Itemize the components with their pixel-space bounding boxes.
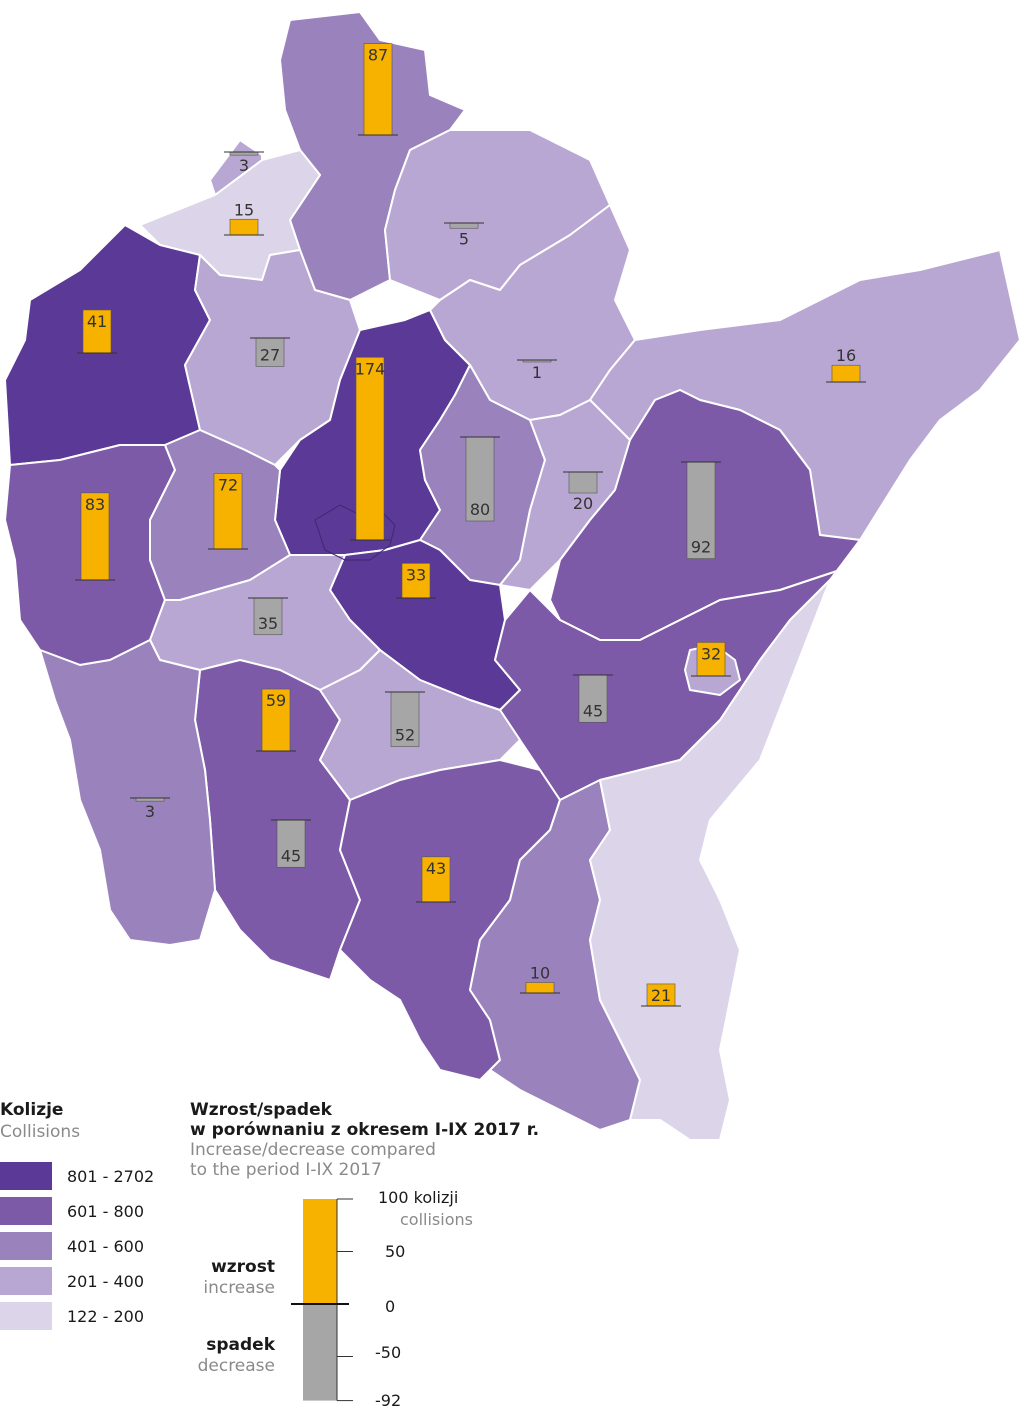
change-bar bbox=[82, 309, 112, 354]
increase-sublabel: increase bbox=[203, 1278, 275, 1298]
change-bar bbox=[578, 674, 608, 723]
scale-tick-minus-92: -92 bbox=[375, 1391, 401, 1409]
change-bar-label: 41 bbox=[87, 312, 107, 331]
change-bar-label: 10 bbox=[530, 964, 550, 983]
district-region-52 bbox=[319, 649, 521, 801]
change-bar-label: 92 bbox=[691, 538, 711, 557]
change-bar-label: 15 bbox=[234, 200, 254, 219]
change-bar-label: 16 bbox=[836, 346, 856, 365]
change-bar-label: 72 bbox=[218, 475, 238, 494]
change-bar-label: 35 bbox=[258, 614, 278, 633]
change-bar bbox=[276, 819, 306, 868]
change-bar-label: 21 bbox=[651, 986, 671, 1005]
legend-swatch bbox=[0, 1197, 52, 1225]
legend-swatch bbox=[0, 1232, 52, 1260]
change-bar-label: 3 bbox=[145, 802, 155, 821]
change-bar-label: 174 bbox=[355, 359, 386, 378]
legend-class-label: 401 - 600 bbox=[67, 1237, 144, 1256]
collisions-legend-subtitle: Collisions bbox=[0, 1122, 80, 1142]
change-bar bbox=[390, 691, 420, 747]
change-bar bbox=[363, 43, 393, 136]
change-bar bbox=[355, 356, 385, 541]
scale-tick-0: 0 bbox=[385, 1297, 395, 1316]
change-bar-label: 1 bbox=[532, 363, 542, 382]
change-bar-label: 43 bbox=[426, 859, 446, 878]
legend-class-label: 122 - 200 bbox=[67, 1307, 144, 1326]
change-bar-label: 45 bbox=[583, 701, 603, 720]
change-bar bbox=[831, 364, 861, 383]
district-regions bbox=[4, 11, 1021, 1141]
change-bar-label: 3 bbox=[239, 156, 249, 175]
decrease-sublabel: decrease bbox=[198, 1356, 275, 1376]
change-bar bbox=[568, 471, 598, 494]
change-bar-label: 80 bbox=[470, 500, 490, 519]
change-bar bbox=[449, 222, 479, 229]
change-legend-subtitle-1: Increase/decrease compared bbox=[190, 1140, 436, 1160]
legend-class-label: 801 - 2702 bbox=[67, 1167, 154, 1186]
legend-swatch bbox=[0, 1162, 52, 1190]
change-bar-label: 5 bbox=[459, 229, 469, 248]
change-bar bbox=[229, 218, 259, 236]
change-bar bbox=[525, 982, 555, 994]
decrease-label: spadek bbox=[206, 1335, 275, 1355]
change-bar-label: 87 bbox=[368, 46, 388, 65]
change-bar-label: 33 bbox=[406, 565, 426, 584]
change-bar bbox=[465, 436, 495, 522]
change-bar-label: 83 bbox=[85, 495, 105, 514]
legend-class-label: 201 - 400 bbox=[67, 1272, 144, 1291]
collisions-legend-title: Kolizje bbox=[0, 1100, 63, 1120]
increase-label: wzrost bbox=[211, 1257, 275, 1277]
change-bar-label: 59 bbox=[266, 691, 286, 710]
legend-swatch bbox=[0, 1267, 52, 1295]
change-bar bbox=[421, 856, 451, 903]
change-bar bbox=[80, 492, 110, 581]
scale-decrease-bar bbox=[303, 1304, 337, 1401]
change-bar bbox=[696, 642, 726, 677]
change-legend-title-2: w porównaniu z okresem I-IX 2017 r. bbox=[190, 1120, 539, 1140]
legend-class-label: 601 - 800 bbox=[67, 1202, 144, 1221]
change-bar-label: 45 bbox=[281, 846, 301, 865]
change-legend-title-1: Wzrost/spadek bbox=[190, 1100, 333, 1120]
collisions-legend: 801 - 2702 601 - 800 401 - 600 201 - 400 122… bbox=[0, 1162, 154, 1330]
legend-swatch bbox=[0, 1302, 52, 1330]
change-scale-legend bbox=[291, 1198, 353, 1402]
change-bar-label: 52 bbox=[395, 726, 415, 745]
scale-max-sublabel: collisions bbox=[400, 1210, 473, 1229]
scale-increase-bar bbox=[303, 1199, 337, 1304]
change-bar-label: 27 bbox=[260, 345, 280, 364]
change-legend-subtitle-2: to the period I-IX 2017 bbox=[190, 1160, 382, 1180]
scale-max-label: 100 kolizji bbox=[378, 1188, 458, 1207]
change-bar bbox=[255, 337, 285, 367]
change-bar-label: 20 bbox=[573, 494, 593, 513]
scale-tick-minus-50: -50 bbox=[375, 1343, 401, 1362]
change-bar bbox=[213, 473, 243, 550]
scale-tick-50: 50 bbox=[385, 1242, 405, 1261]
city-region-inner bbox=[314, 504, 396, 561]
district-region-3-west bbox=[39, 639, 216, 946]
change-bar-label: 32 bbox=[701, 644, 721, 663]
